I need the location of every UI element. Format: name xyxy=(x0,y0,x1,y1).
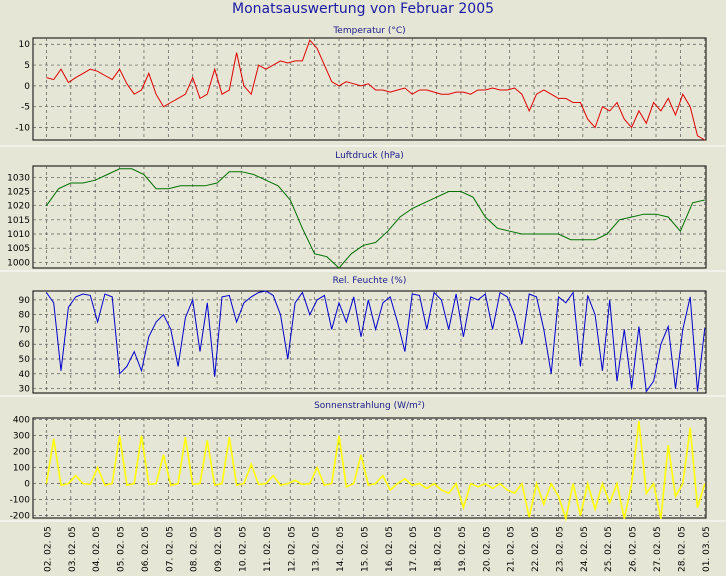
panel-title-2: Rel. Feuchte (%) xyxy=(333,276,407,286)
plot-area-3 xyxy=(32,417,707,519)
series-line-1 xyxy=(45,168,705,269)
xtick-label-7: 09. 02. 05 xyxy=(214,526,224,572)
xtick-label-4: 06. 02. 05 xyxy=(141,526,151,572)
ytick-label-3-5: -100 xyxy=(10,496,31,506)
ytick-label-1-6: 1000 xyxy=(7,258,30,268)
ytick-label-0-4: -10 xyxy=(15,124,30,134)
plot-area-0 xyxy=(32,37,707,141)
xtick-label-26: 28. 02. 05 xyxy=(677,526,687,572)
panel-title-3: Sonnenstrahlung (W/m²) xyxy=(314,401,425,411)
xtick-label-20: 22. 02. 05 xyxy=(531,526,541,572)
ytick-label-2-6: 30 xyxy=(19,385,31,395)
xtick-label-5: 07. 02. 05 xyxy=(165,526,175,572)
ytick-label-0-0: 10 xyxy=(19,40,31,50)
ytick-label-1-0: 1030 xyxy=(7,173,30,183)
ytick-label-3-1: 300 xyxy=(13,432,30,442)
xtick-label-14: 16. 02. 05 xyxy=(385,526,395,572)
xtick-label-19: 21. 02. 05 xyxy=(507,526,517,572)
xtick-label-21: 23. 02. 05 xyxy=(555,526,565,572)
xtick-label-22: 24. 02. 05 xyxy=(580,526,590,572)
xtick-label-15: 17. 02. 05 xyxy=(409,526,419,572)
xtick-label-0: 02. 02. 05 xyxy=(43,526,53,572)
ytick-label-3-6: -200 xyxy=(10,512,31,522)
ytick-label-1-1: 1025 xyxy=(7,188,30,198)
ytick-label-1-3: 1015 xyxy=(7,216,30,226)
series-line-3 xyxy=(45,421,706,522)
ytick-label-2-1: 80 xyxy=(19,311,31,321)
xtick-label-1: 03. 02. 05 xyxy=(68,526,78,572)
xtick-label-18: 20. 02. 05 xyxy=(482,526,492,572)
plot-area-2 xyxy=(32,290,707,394)
series-line-0 xyxy=(46,39,706,141)
ytick-label-2-2: 70 xyxy=(19,325,31,335)
ytick-label-0-3: -5 xyxy=(21,103,30,113)
plot-area-1 xyxy=(32,165,707,269)
panel-title-0: Temperatur (°C) xyxy=(332,26,405,36)
xtick-label-8: 10. 02. 05 xyxy=(238,526,248,572)
ytick-label-3-4: 0 xyxy=(24,480,30,490)
xtick-label-6: 08. 02. 05 xyxy=(190,526,200,572)
ytick-label-2-0: 90 xyxy=(19,296,31,306)
xtick-label-2: 04. 02. 05 xyxy=(92,526,102,572)
panel-title-1: Luftdruck (hPa) xyxy=(335,151,404,161)
xtick-label-17: 19. 02. 05 xyxy=(458,526,468,572)
xtick-label-9: 11. 02. 05 xyxy=(263,526,273,572)
xtick-label-12: 14. 02. 05 xyxy=(336,526,346,572)
ytick-label-2-4: 50 xyxy=(19,355,31,365)
ytick-label-1-5: 1005 xyxy=(7,244,30,254)
xtick-label-16: 18. 02. 05 xyxy=(434,526,444,572)
page-title: Monatsauswertung von Februar 2005 xyxy=(231,1,495,17)
ytick-label-0-2: 0 xyxy=(24,82,30,92)
xtick-label-23: 25. 02. 05 xyxy=(604,526,614,572)
xtick-label-25: 27. 02. 05 xyxy=(653,526,663,572)
xtick-label-3: 05. 02. 05 xyxy=(117,526,127,572)
series-line-2 xyxy=(45,290,706,393)
ytick-label-0-1: 5 xyxy=(24,61,30,71)
ytick-label-2-5: 40 xyxy=(19,370,31,380)
ytick-label-3-0: 400 xyxy=(13,416,30,426)
ytick-label-1-4: 1010 xyxy=(7,230,30,240)
xtick-label-10: 12. 02. 05 xyxy=(287,526,297,572)
ytick-label-3-2: 200 xyxy=(13,448,30,458)
ytick-label-2-3: 60 xyxy=(19,340,31,350)
ytick-label-3-3: 100 xyxy=(13,464,30,474)
xtick-label-27: 01. 03. 05 xyxy=(702,526,712,572)
ytick-label-1-2: 1020 xyxy=(7,202,30,212)
xtick-label-24: 26. 02. 05 xyxy=(629,526,639,572)
xtick-label-13: 15. 02. 05 xyxy=(360,526,370,572)
xtick-label-11: 13. 02. 05 xyxy=(312,526,322,572)
